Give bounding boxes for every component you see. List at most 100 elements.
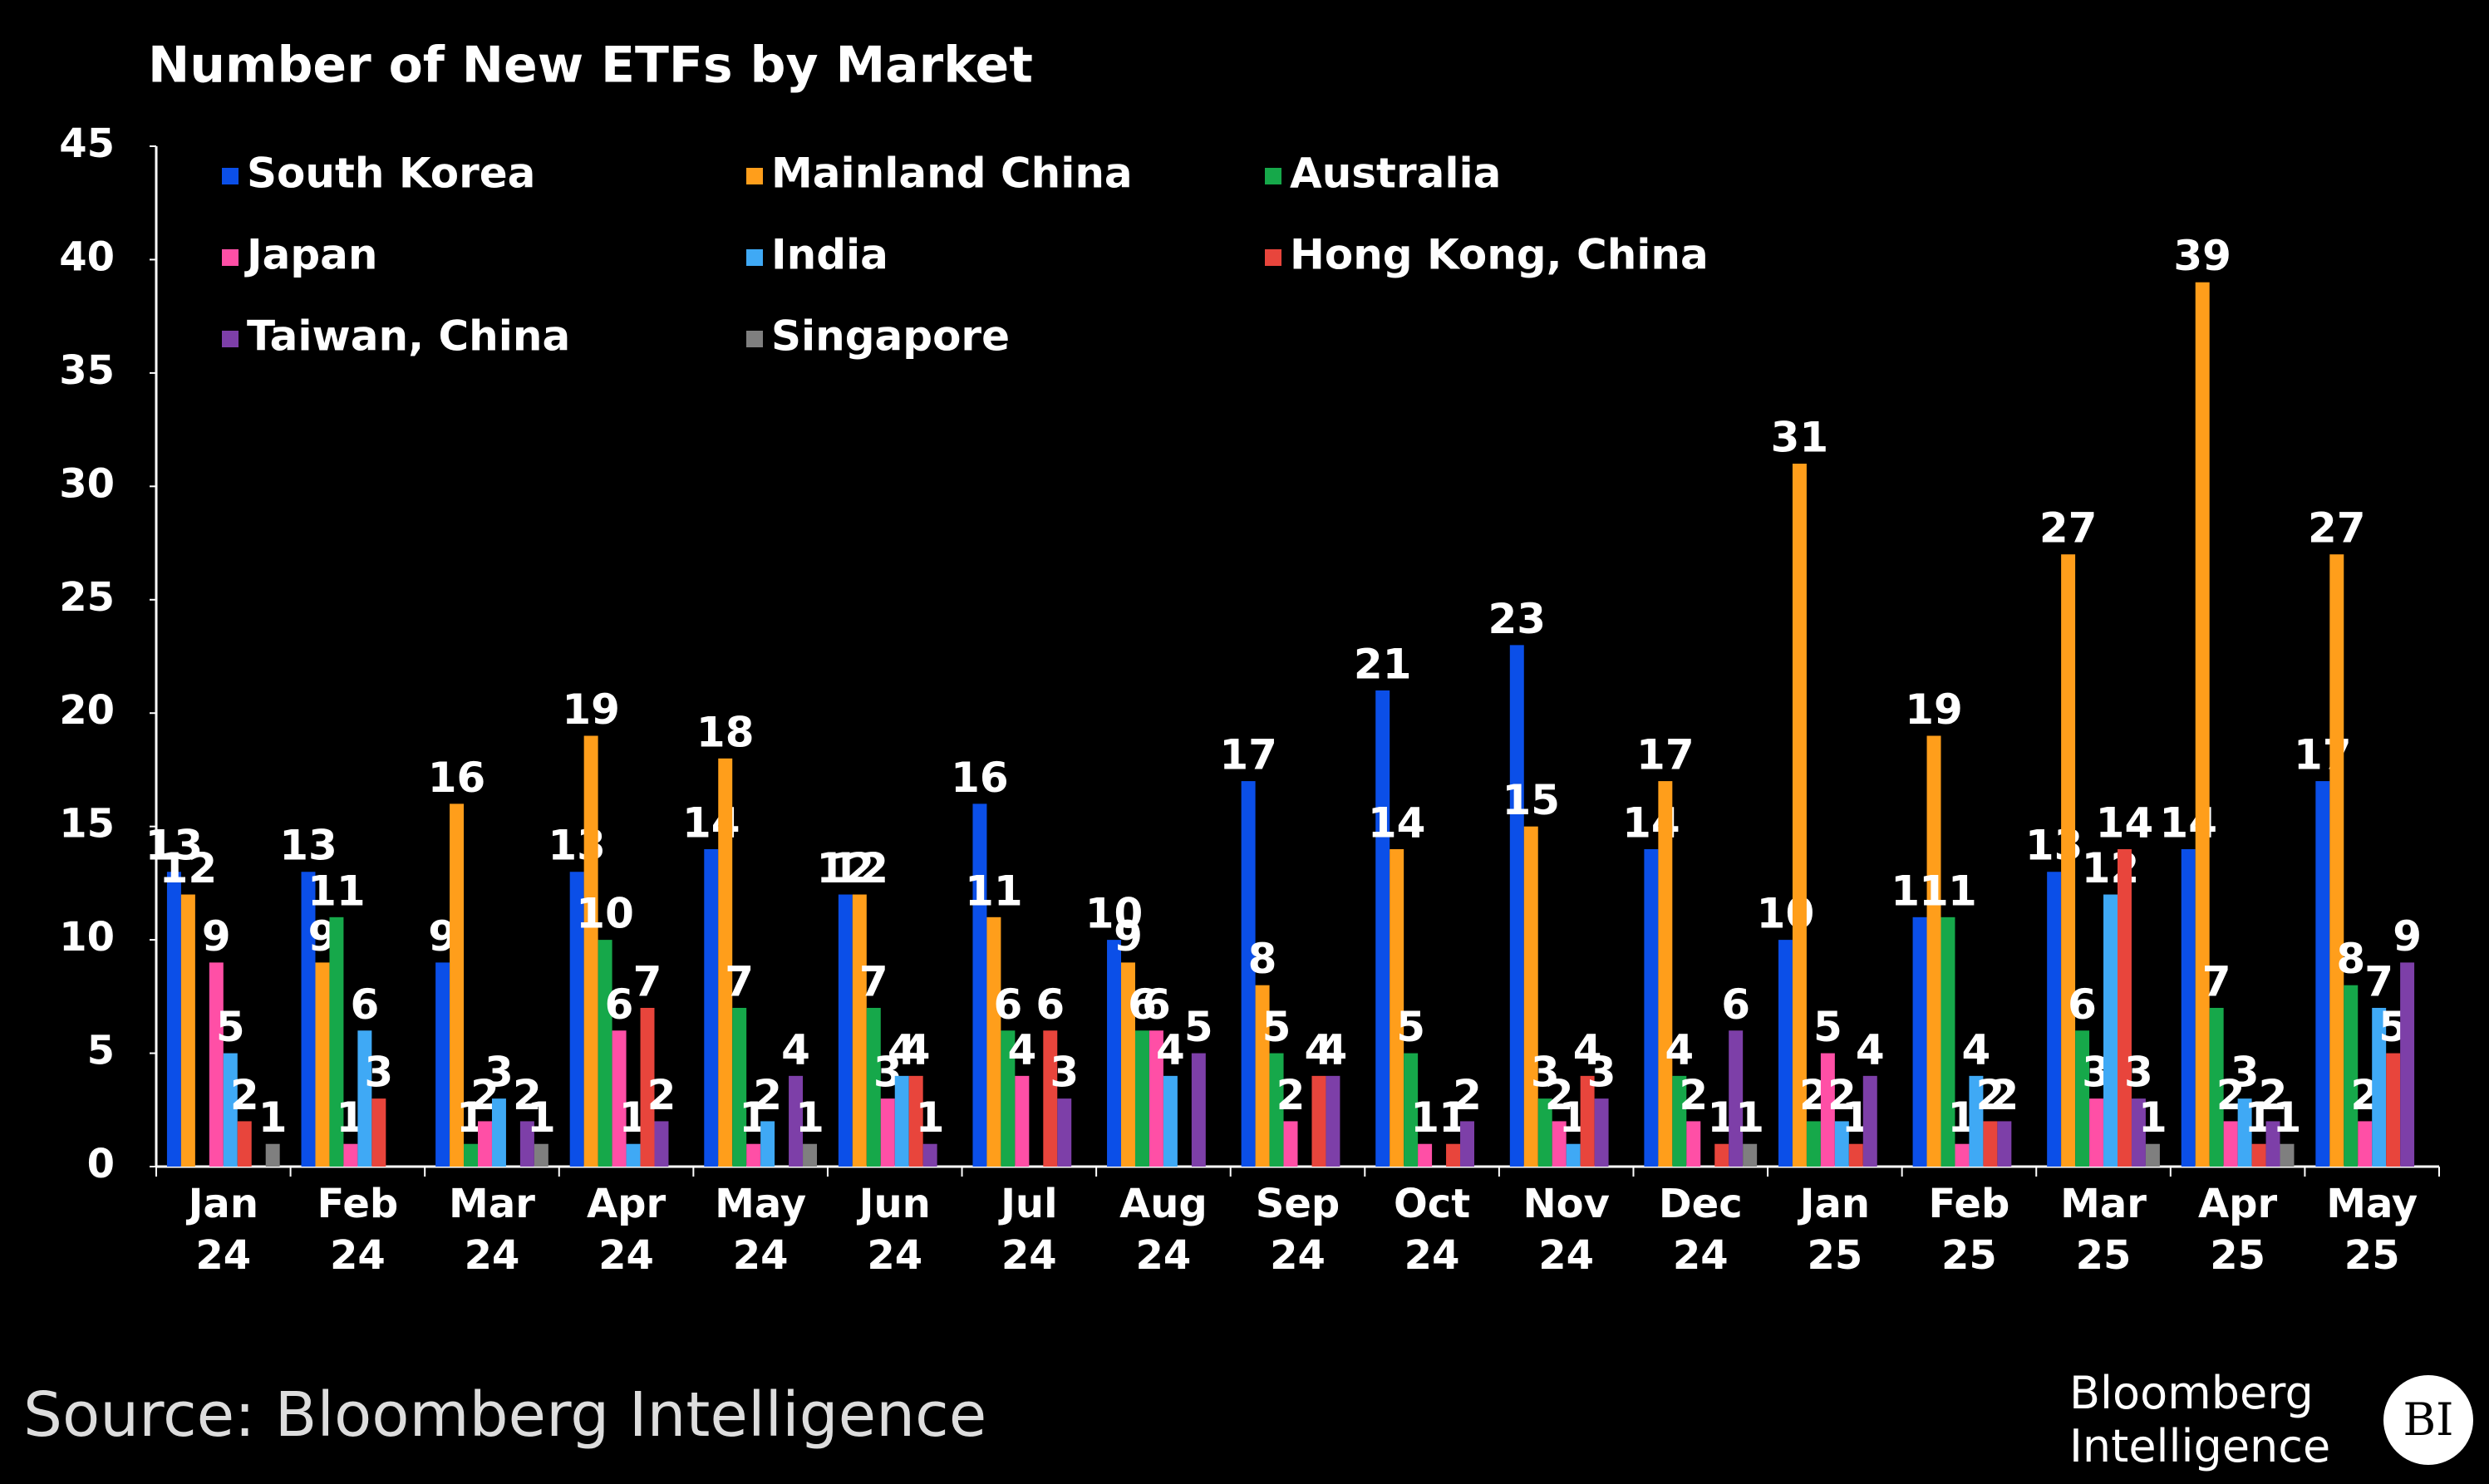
bar [2358,1121,2373,1167]
data-label: 18 [696,708,755,756]
data-label: 3 [2124,1049,2153,1097]
bar [2047,872,2062,1167]
bar [732,1007,747,1167]
bar [640,1007,655,1167]
data-label: 11 [307,867,366,915]
bar [265,1143,280,1167]
bar [464,1143,479,1167]
legend-label: Japan [244,231,377,279]
data-label: 2 [647,1071,676,1119]
data-label: 23 [1488,595,1546,643]
data-label: 4 [1007,1025,1036,1074]
x-tick-label: Mar 24 [449,1181,535,1279]
x-tick-label: Jul 24 [1001,1181,1058,1279]
data-label: 9 [202,912,231,961]
data-label: 17 [1219,731,1277,779]
bar [583,735,598,1167]
data-label: 5 [1184,1003,1213,1051]
data-label: 39 [2173,232,2231,280]
bar [2075,1030,2090,1167]
logo-badge: BI [2383,1375,2473,1465]
data-label: 11 [965,867,1023,915]
bar [301,872,316,1167]
y-tick-label: 20 [59,687,115,734]
bar [1149,1030,1163,1167]
bar [2237,1098,2252,1167]
data-label: 3 [1587,1049,1616,1097]
x-tick-label: Dec 24 [1658,1181,1743,1279]
data-label: 4 [1665,1025,1694,1074]
bar [704,848,719,1167]
data-label: 2 [1827,1071,1857,1119]
y-tick-label: 0 [87,1141,115,1187]
data-label: 6 [1721,980,1750,1029]
data-label: 21 [1354,640,1412,688]
bar [1686,1121,1701,1167]
bar [343,1143,358,1167]
data-label: 2 [1679,1071,1708,1119]
data-label: 4 [781,1025,810,1074]
data-label: 7 [725,957,754,1005]
legend-label: Singapore [771,312,1010,361]
bar [803,1143,818,1167]
y-tick-label: 40 [59,233,115,280]
bar [1191,1053,1206,1167]
bar [223,1053,238,1167]
bar [654,1121,669,1167]
bar [1043,1030,1058,1167]
legend-label: Hong Kong, China [1290,231,1709,279]
bar [1509,645,1524,1167]
bar [1658,781,1673,1167]
bar [1672,1075,1687,1167]
legend-swatch [222,331,239,347]
bar [1834,1121,1849,1167]
bar [986,916,1001,1167]
bar [1566,1143,1581,1167]
data-label: 4 [888,1025,917,1074]
x-tick-label: May 25 [2326,1181,2418,1279]
bar [1729,1030,1744,1167]
data-label: 9 [2393,912,2422,961]
bar [1594,1098,1609,1167]
data-label: 12 [817,844,875,892]
x-tick-label: Sep 24 [1255,1181,1340,1279]
data-label: 6 [1128,980,1157,1029]
bar [626,1143,641,1167]
bar [746,1143,761,1167]
x-tick-label: Mar 25 [2060,1181,2147,1279]
bar [435,962,450,1167]
bar [2131,1098,2146,1167]
bar [1163,1075,1178,1167]
data-label: 8 [2336,935,2365,983]
bar [1792,464,1807,1167]
data-label: 2 [753,1071,782,1119]
bar [598,940,612,1167]
data-label: 2 [1975,1071,2004,1119]
data-label: 12 [160,844,218,892]
data-label: 3 [2231,1049,2260,1097]
x-tick-label: Nov 24 [1522,1181,1610,1279]
legend-swatch [746,249,763,266]
bar [1390,848,1404,1167]
bar [1269,1053,1284,1167]
bar [894,1075,909,1167]
bar [1418,1143,1433,1167]
bar [2251,1143,2266,1167]
bar [789,1075,804,1167]
data-label: 2 [230,1071,259,1119]
data-label: 5 [1813,1003,1842,1051]
bar [2280,1143,2295,1167]
bar [2195,282,2210,1167]
data-label: 6 [1142,980,1171,1029]
legend-label: Mainland China [771,150,1133,198]
bar [1283,1121,1298,1167]
bar [2265,1121,2280,1167]
bar [1523,826,1538,1167]
bar [2386,1053,2401,1167]
legend-swatch [222,168,239,184]
bar [1446,1143,1461,1167]
bar [1644,848,1659,1167]
data-label: 13 [145,822,204,870]
bar [922,1143,937,1167]
